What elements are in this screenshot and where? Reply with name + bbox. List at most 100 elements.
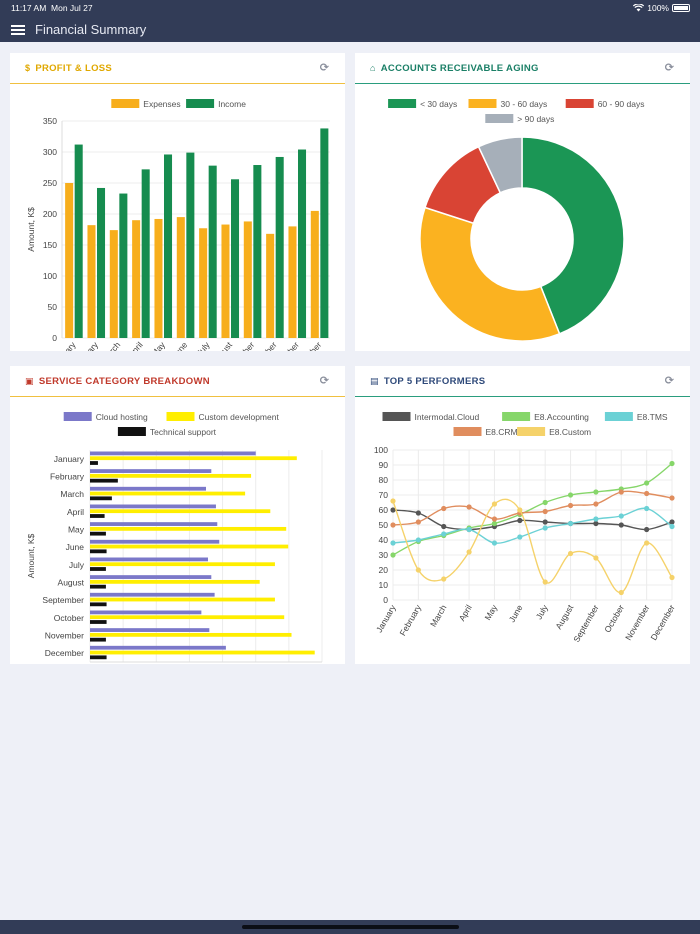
hamburger-menu-icon[interactable]: [11, 25, 25, 35]
home-bar-area: [0, 920, 700, 934]
ar-aging-chart: < 30 days 30 - 60 days 60 - 90 days > 90 da…: [388, 99, 644, 342]
pl-bar-income: [164, 154, 173, 338]
top-legend-label: Intermodal.Cloud: [415, 412, 480, 422]
svc-bar-technical-support: [90, 461, 98, 465]
svc-bar-custom-development: [90, 509, 271, 514]
pl-bar-income: [320, 128, 329, 338]
pl-legend-swatch: [186, 99, 215, 108]
service-breakdown-chart: Cloud hosting Custom development Technical…: [26, 412, 323, 663]
pl-ytick-label: 200: [43, 209, 57, 219]
top-point-e8-crm: [618, 489, 624, 495]
top-point-e8-crm: [491, 516, 498, 522]
refresh-icon[interactable]: ⟳: [664, 62, 675, 74]
top-point-e8-custom: [441, 576, 447, 582]
pl-bar-income: [298, 149, 307, 338]
top-point-e8-crm: [415, 519, 421, 525]
pl-bar-expenses: [176, 217, 185, 338]
top-point-intermodal-cloud: [593, 520, 599, 527]
inbox-icon: ⌂: [370, 63, 376, 73]
top-legend-swatch: [453, 427, 482, 436]
dollar-icon: $: [25, 63, 31, 73]
ar-legend-swatch: [468, 99, 497, 108]
top-point-e8-crm: [644, 490, 650, 497]
svc-bar-custom-development: [90, 526, 287, 531]
home-indicator[interactable]: [242, 925, 459, 929]
top-xtick-label: November: [623, 603, 651, 642]
svc-bar-custom-development: [90, 491, 246, 496]
refresh-icon[interactable]: ⟳: [664, 375, 675, 387]
top-legend-swatch: [382, 412, 411, 421]
svc-legend-swatch: [63, 412, 92, 421]
svc-bar-technical-support: [90, 584, 106, 589]
svc-bar-technical-support: [90, 496, 112, 501]
profit-loss-card: $ PROFIT & LOSS ⟳ Expenses Income 0 50 100 15…: [10, 53, 345, 351]
ar-legend-swatch: [485, 114, 514, 123]
top-point-e8-crm: [441, 505, 447, 512]
top-xtick-label: December: [648, 603, 676, 642]
top-ytick-label: 60: [379, 505, 389, 515]
pl-xtick-label: August: [209, 339, 234, 351]
pl-bar-expenses: [221, 224, 230, 338]
status-time: 11:17 AM Mon Jul 27: [11, 3, 93, 13]
svc-ytick-label: September: [42, 595, 84, 605]
svc-bar-technical-support: [90, 637, 106, 642]
pl-bar-income: [208, 165, 217, 338]
svc-bar-cloud-hosting: [90, 610, 202, 615]
ar-aging-title: ACCOUNTS RECEIVABLE AGING: [380, 62, 539, 74]
pl-xtick-label: March: [100, 340, 123, 351]
top-xtick-label: June: [507, 603, 525, 624]
svc-ytick-label: December: [45, 648, 84, 658]
svc-bar-technical-support: [90, 514, 105, 518]
svc-ytick-label: November: [45, 631, 84, 641]
svc-ytick-label: January: [54, 454, 85, 464]
refresh-icon[interactable]: ⟳: [319, 62, 330, 74]
svc-bar-cloud-hosting: [90, 451, 256, 456]
pl-ytick-label: 250: [43, 178, 57, 188]
svc-ytick-label: October: [54, 613, 84, 623]
top-point-e8-crm: [542, 508, 548, 515]
top-xtick-label: October: [602, 603, 626, 634]
ar-legend-label: < 30 days: [420, 99, 457, 109]
top-point-e8-tms: [567, 520, 574, 527]
ar-slice-2: [419, 206, 561, 342]
top-xtick-label: February: [397, 602, 423, 637]
top-point-e8-custom: [415, 567, 421, 573]
pl-ytick-label: 350: [43, 116, 57, 126]
svc-bar-cloud-hosting: [90, 504, 216, 509]
svc-bar-technical-support: [90, 567, 106, 571]
ar-slice-4: [477, 136, 523, 194]
top-point-e8-crm: [593, 501, 599, 507]
top-point-e8-custom: [491, 501, 498, 507]
top-legend-swatch: [604, 412, 633, 421]
svc-legend-swatch: [166, 412, 195, 421]
top-point-e8-custom: [593, 555, 599, 561]
pl-bar-income: [231, 179, 240, 338]
top-legend-label: E8.CRM: [486, 427, 518, 437]
svc-bar-cloud-hosting: [90, 522, 218, 526]
svc-bar-cloud-hosting: [90, 557, 208, 562]
svc-ytick-label: July: [69, 560, 85, 570]
pl-bar-income: [253, 165, 262, 338]
top-ytick-label: 50: [379, 520, 389, 530]
pl-bar-income: [119, 193, 128, 338]
pl-bar-expenses: [65, 183, 74, 338]
top-ytick-label: 30: [379, 550, 389, 560]
top-legend-label: E8.TMS: [637, 412, 668, 422]
svc-bar-cloud-hosting: [90, 469, 212, 473]
service-breakdown-card: ▣ SERVICE CATEGORY BREAKDOWN ⟳ Cloud hos…: [10, 366, 345, 664]
top-point-e8-crm: [390, 522, 396, 528]
pl-xtick-label: April: [126, 340, 145, 351]
top-point-e8-tms: [542, 525, 548, 531]
svc-ytick-label: May: [68, 525, 85, 535]
svc-bar-cloud-hosting: [90, 628, 210, 632]
svc-ytick-label: March: [60, 489, 84, 499]
top-point-e8-accounting: [491, 520, 498, 527]
svc-bar-cloud-hosting: [90, 575, 212, 579]
svc-bar-custom-development: [90, 544, 289, 549]
top-point-e8-crm: [669, 495, 675, 501]
svc-ylabel: Amount, K$: [26, 534, 36, 579]
top-xtick-label: September: [571, 603, 601, 644]
refresh-icon[interactable]: ⟳: [319, 375, 330, 387]
pl-legend-label: Income: [218, 99, 246, 109]
top-xtick-label: July: [534, 602, 551, 621]
